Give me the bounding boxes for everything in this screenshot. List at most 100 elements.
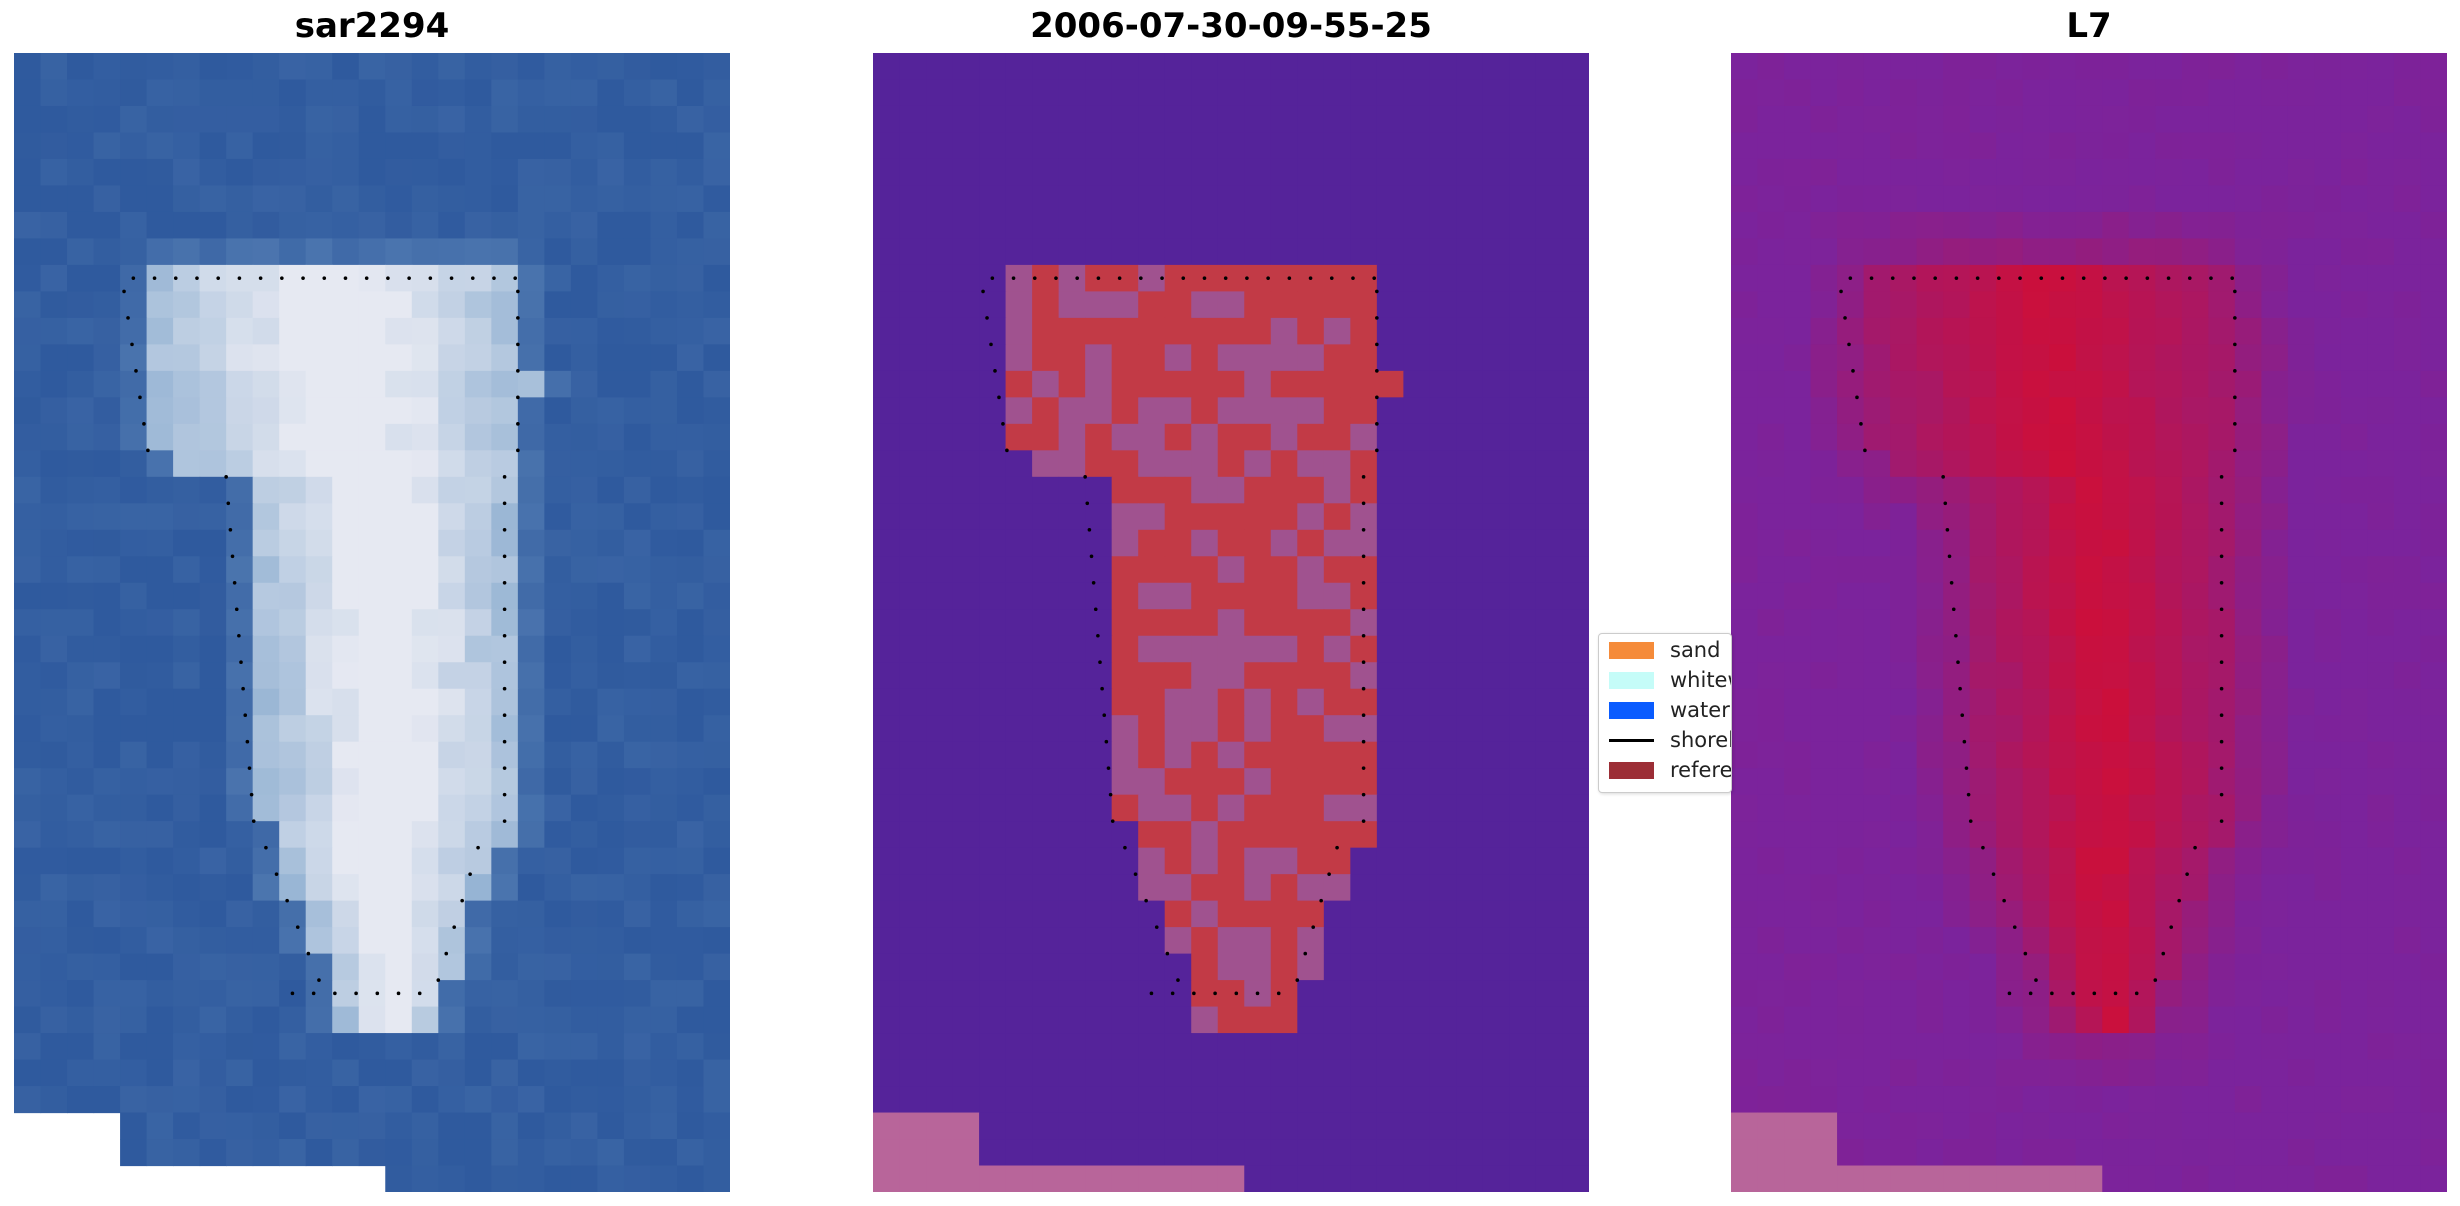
index-pixel — [2234, 370, 2262, 398]
shoreline-point — [122, 289, 126, 294]
class-pixel — [1456, 556, 1484, 584]
index-pixel — [2287, 370, 2316, 398]
class-pixel — [1376, 715, 1404, 743]
class-pixel — [1456, 211, 1484, 240]
index-pixel — [2367, 344, 2395, 372]
rgb-pixel — [464, 847, 492, 875]
class-pixel — [1535, 185, 1564, 213]
index-pixel — [2155, 847, 2183, 875]
rgb-pixel — [279, 317, 307, 345]
rgb-pixel — [703, 185, 730, 213]
index-pixel — [2420, 450, 2447, 478]
class-pixel — [1456, 450, 1484, 478]
rgb-pixel — [305, 1139, 333, 1167]
rgb-pixel — [40, 556, 68, 584]
index-pixel — [1837, 503, 1865, 531]
rgb-pixel — [199, 344, 227, 372]
class-pixel — [1323, 794, 1351, 822]
index-pixel — [1731, 529, 1759, 557]
class-pixel — [952, 423, 980, 451]
class-pixel — [1482, 423, 1511, 451]
rgb-pixel — [279, 662, 307, 690]
index-pixel — [1731, 900, 1759, 928]
class-pixel — [1456, 741, 1484, 769]
rgb-pixel — [544, 1006, 572, 1034]
rgb-pixel — [146, 238, 174, 266]
rgb-pixel — [385, 768, 413, 796]
index-pixel — [2287, 238, 2316, 266]
rgb-pixel — [226, 529, 254, 557]
class-pixel — [1403, 529, 1431, 557]
index-pixel — [2155, 821, 2183, 849]
index-pixel — [2234, 1006, 2262, 1034]
class-pixel — [1509, 741, 1537, 769]
index-pixel — [2128, 211, 2156, 240]
rgb-pixel — [411, 105, 439, 134]
index-pixel — [2234, 291, 2262, 319]
class-pixel — [1429, 238, 1458, 266]
class-pixel — [1482, 768, 1511, 796]
index-pixel — [2234, 980, 2262, 1008]
index-pixel — [1996, 105, 2024, 134]
class-pixel — [1032, 662, 1060, 690]
index-pixel — [2128, 847, 2156, 875]
class-pixel — [926, 423, 954, 451]
index-pixel — [1757, 238, 1785, 266]
class-pixel — [1350, 503, 1378, 531]
class-pixel — [1138, 927, 1166, 955]
class-pixel — [1509, 794, 1537, 822]
rgb-pixel — [173, 609, 201, 637]
rgb-pixel — [570, 264, 599, 292]
index-pixel — [2049, 317, 2077, 345]
class-pixel — [1403, 450, 1431, 478]
class-pixel — [1244, 79, 1272, 107]
shoreline-point — [2034, 978, 2038, 982]
class-pixel — [1429, 53, 1458, 81]
class-pixel — [1562, 211, 1589, 240]
shoreline-point — [237, 633, 241, 638]
class-pixel — [1005, 582, 1033, 610]
index-pixel — [2181, 264, 2209, 292]
class-pixel — [1376, 1059, 1404, 1087]
rgb-pixel — [199, 450, 227, 478]
shoreline-point — [502, 501, 507, 506]
class-pixel — [899, 1112, 927, 1140]
class-pixel — [1350, 874, 1378, 902]
class-pixel — [899, 317, 927, 345]
index-pixel — [2234, 662, 2262, 690]
rgb-pixel — [623, 1139, 652, 1167]
rgb-pixel — [146, 211, 174, 240]
index-pixel — [1890, 397, 1918, 425]
rgb-pixel — [358, 211, 386, 240]
class-pixel — [1509, 105, 1537, 134]
shoreline-point — [1958, 686, 1962, 691]
index-pixel — [2287, 1059, 2316, 1087]
class-pixel — [979, 185, 1007, 213]
shoreline-point — [224, 475, 228, 479]
index-pixel — [1943, 211, 1971, 240]
rgb-pixel — [385, 900, 413, 928]
class-pixel — [1403, 211, 1431, 240]
index-pixel — [2367, 1059, 2395, 1087]
class-pixel — [1111, 370, 1139, 398]
shoreline-point — [142, 422, 146, 426]
rgb-pixel — [14, 715, 42, 743]
rgb-pixel — [332, 476, 360, 504]
rgb-pixel — [146, 821, 174, 849]
rgb-pixel — [14, 1059, 42, 1087]
class-pixel — [1058, 344, 1086, 372]
class-pixel — [1562, 900, 1589, 928]
index-pixel — [2420, 1112, 2447, 1140]
class-pixel — [1111, 158, 1139, 187]
rgb-pixel — [252, 370, 280, 398]
class-pixel — [1562, 556, 1589, 584]
rgb-pixel — [173, 1112, 201, 1140]
rgb-pixel — [67, 105, 95, 134]
shoreline-point — [2233, 342, 2237, 347]
rgb-pixel — [570, 582, 599, 610]
rgb-pixel — [650, 953, 678, 981]
class-pixel — [1323, 741, 1351, 769]
class-pixel — [1085, 715, 1113, 743]
index-pixel — [1969, 662, 1997, 690]
class-pixel — [952, 900, 980, 928]
